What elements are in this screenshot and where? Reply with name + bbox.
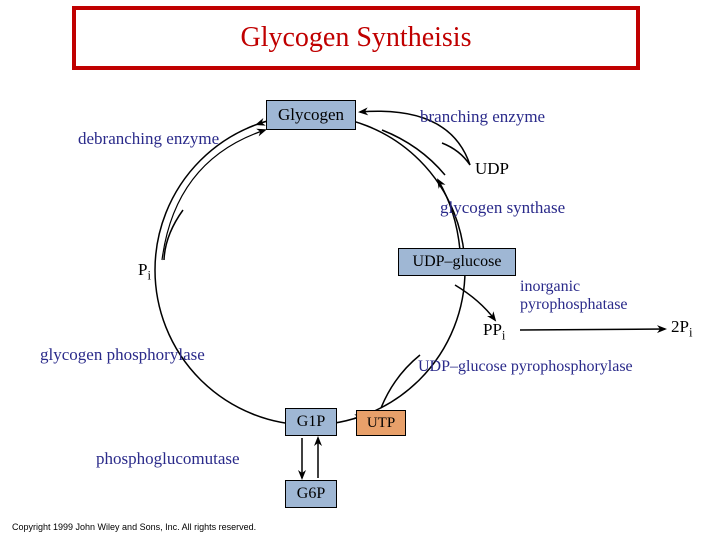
label-pi: Pi bbox=[138, 260, 151, 283]
node-g1p: G1P bbox=[285, 408, 337, 436]
label-twopi: 2Pi bbox=[671, 317, 693, 340]
label-inorg-pyro: inorganicpyrophosphatase bbox=[520, 278, 628, 314]
label-ppi: PPi bbox=[483, 320, 505, 343]
label-glyc-phos: glycogen phosphorylase bbox=[40, 345, 205, 365]
node-utp: UTP bbox=[356, 410, 406, 436]
label-debranching: debranching enzyme bbox=[78, 129, 219, 149]
node-udp-glucose: UDP–glucose bbox=[398, 248, 516, 276]
label-pgm: phosphoglucomutase bbox=[96, 449, 240, 469]
label-branching: branching enzyme bbox=[420, 107, 545, 127]
label-glyc-synthase: glycogen synthase bbox=[440, 198, 565, 218]
copyright-text: Copyright 1999 John Wiley and Sons, Inc.… bbox=[12, 522, 256, 532]
node-glycogen: Glycogen bbox=[266, 100, 356, 130]
title-text: Glycogen Syntheisis bbox=[241, 22, 472, 53]
label-udp-glu-pyro: UDP–glucose pyrophosphorylase bbox=[418, 358, 633, 376]
label-udp: UDP bbox=[475, 159, 509, 179]
title-box: Glycogen Syntheisis bbox=[72, 6, 640, 70]
node-g6p: G6P bbox=[285, 480, 337, 508]
